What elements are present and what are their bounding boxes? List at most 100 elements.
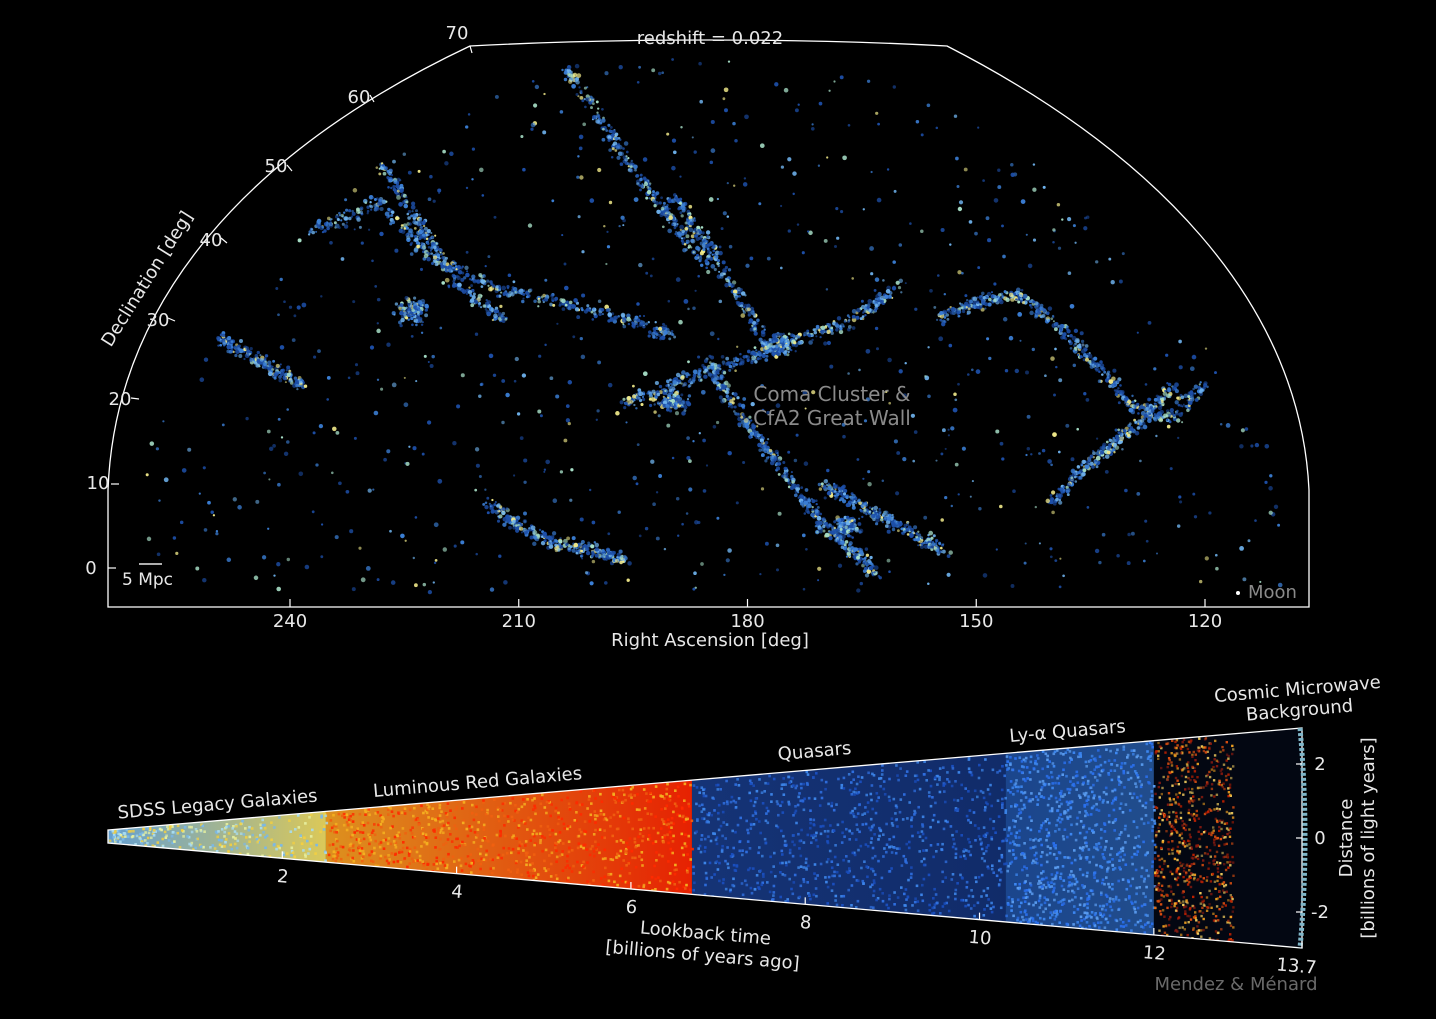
galaxy-point-565 bbox=[732, 121, 736, 126]
galaxy-point-245 bbox=[875, 522, 879, 526]
galaxy-point-3232 bbox=[1194, 392, 1197, 395]
galaxy-point-838 bbox=[372, 196, 375, 199]
cone-point-115 bbox=[171, 841, 174, 845]
galaxy-point-2861 bbox=[946, 309, 949, 312]
galaxy-point-517 bbox=[1054, 347, 1057, 351]
galaxy-point-2374 bbox=[576, 73, 582, 78]
galaxy-point-749 bbox=[975, 369, 981, 374]
galaxy-point-3342 bbox=[222, 341, 227, 346]
galaxy-point-3411 bbox=[263, 362, 267, 367]
galaxy-point-880 bbox=[325, 222, 331, 228]
galaxy-point-1956 bbox=[703, 359, 708, 363]
galaxy-point-782 bbox=[373, 410, 379, 416]
galaxy-point-4308 bbox=[1149, 405, 1153, 409]
galaxy-point-4229 bbox=[1117, 428, 1121, 432]
galaxy-point-3892 bbox=[863, 508, 867, 512]
galaxy-point-3478 bbox=[289, 381, 294, 385]
galaxy-point-1547 bbox=[624, 401, 628, 406]
galaxy-point-2168 bbox=[811, 508, 814, 512]
galaxy-point-3048 bbox=[1059, 323, 1064, 329]
galaxy-point-1692 bbox=[746, 359, 750, 363]
galaxy-point-1230 bbox=[658, 326, 663, 331]
galaxy-point-140 bbox=[817, 164, 821, 167]
galaxy-point-4537 bbox=[674, 411, 680, 416]
galaxy-point-763 bbox=[187, 447, 192, 452]
galaxy-point-4376 bbox=[779, 345, 783, 349]
galaxy-point-4194 bbox=[1134, 430, 1140, 436]
galaxy-point-310 bbox=[1047, 306, 1053, 311]
galaxy-point-3441 bbox=[275, 363, 280, 368]
galaxy-point-305 bbox=[565, 418, 571, 423]
galaxy-point-466 bbox=[927, 582, 930, 585]
galaxy-point-789 bbox=[677, 534, 680, 537]
galaxy-point-4406 bbox=[782, 346, 786, 349]
galaxy-point-1276 bbox=[407, 209, 412, 214]
galaxy-point-1560 bbox=[701, 363, 705, 368]
galaxy-point-748 bbox=[828, 89, 831, 92]
galaxy-point-1682 bbox=[732, 362, 736, 366]
galaxy-point-2178 bbox=[805, 508, 810, 513]
galaxy-point-185 bbox=[513, 474, 516, 477]
galaxy-point-123 bbox=[892, 85, 896, 89]
galaxy-point-4196 bbox=[1128, 422, 1132, 426]
galaxy-point-1511 bbox=[648, 397, 652, 401]
galaxy-point-1196 bbox=[644, 322, 648, 326]
galaxy-point-480 bbox=[489, 587, 495, 592]
galaxy-point-2553 bbox=[699, 263, 704, 268]
galaxy-point-2699 bbox=[698, 236, 702, 240]
galaxy-point-2194 bbox=[822, 524, 826, 529]
galaxy-point-783 bbox=[471, 178, 474, 181]
galaxy-point-846 bbox=[335, 214, 339, 219]
galaxy-point-11 bbox=[1034, 505, 1037, 509]
galaxy-point-2504 bbox=[662, 213, 666, 217]
galaxy-point-3690 bbox=[571, 536, 576, 541]
cone-point-32 bbox=[325, 821, 329, 825]
galaxy-point-1986 bbox=[748, 415, 752, 419]
galaxy-point-76 bbox=[687, 307, 690, 311]
galaxy-point-4046 bbox=[1058, 500, 1063, 505]
galaxy-point-3550 bbox=[506, 517, 512, 523]
galaxy-point-2451 bbox=[639, 173, 643, 177]
galaxy-point-4274 bbox=[1145, 402, 1150, 407]
cone-point-152 bbox=[135, 834, 139, 838]
galaxy-point-4314 bbox=[1167, 388, 1172, 392]
galaxy-point-664 bbox=[862, 208, 865, 211]
galaxy-point-4313 bbox=[1157, 399, 1162, 404]
galaxy-point-1342 bbox=[418, 217, 423, 222]
galaxy-point-188 bbox=[404, 539, 407, 542]
galaxy-point-1473 bbox=[500, 314, 504, 318]
galaxy-point-158 bbox=[400, 533, 405, 539]
galaxy-point-187 bbox=[595, 418, 598, 421]
galaxy-point-650 bbox=[780, 204, 783, 208]
galaxy-point-1037 bbox=[533, 299, 537, 303]
galaxy-point-1685 bbox=[742, 355, 747, 359]
galaxy-point-1153 bbox=[622, 324, 627, 329]
galaxy-point-344 bbox=[439, 326, 443, 330]
galaxy-point-776 bbox=[1208, 511, 1212, 515]
galaxy-point-2409 bbox=[619, 151, 624, 157]
galaxy-point-335 bbox=[530, 122, 536, 128]
galaxy-point-1645 bbox=[759, 357, 762, 360]
galaxy-point-929 bbox=[414, 237, 419, 243]
galaxy-point-3044 bbox=[1079, 355, 1083, 359]
ra-tick-label-0: 240 bbox=[273, 611, 307, 632]
galaxy-point-3213 bbox=[1133, 404, 1137, 408]
cone-point-175 bbox=[234, 837, 237, 840]
galaxy-point-482 bbox=[982, 179, 985, 182]
galaxy-point-2349 bbox=[595, 100, 599, 104]
galaxy-point-3804 bbox=[842, 492, 847, 496]
galaxy-point-2166 bbox=[800, 496, 804, 499]
galaxy-point-3253 bbox=[1183, 393, 1189, 399]
galaxy-point-406 bbox=[570, 468, 574, 472]
galaxy-point-1001 bbox=[463, 276, 467, 280]
galaxy-point-2793 bbox=[747, 307, 751, 312]
galaxy-point-2393 bbox=[611, 147, 615, 151]
galaxy-point-3523 bbox=[498, 514, 503, 519]
galaxy-point-3034 bbox=[1066, 325, 1069, 329]
galaxy-point-774 bbox=[279, 345, 285, 350]
galaxy-point-931 bbox=[413, 227, 417, 230]
galaxy-point-4142 bbox=[1105, 440, 1109, 444]
galaxy-point-738 bbox=[667, 299, 671, 303]
galaxy-point-171 bbox=[712, 425, 717, 429]
galaxy-point-4251 bbox=[1128, 430, 1132, 434]
